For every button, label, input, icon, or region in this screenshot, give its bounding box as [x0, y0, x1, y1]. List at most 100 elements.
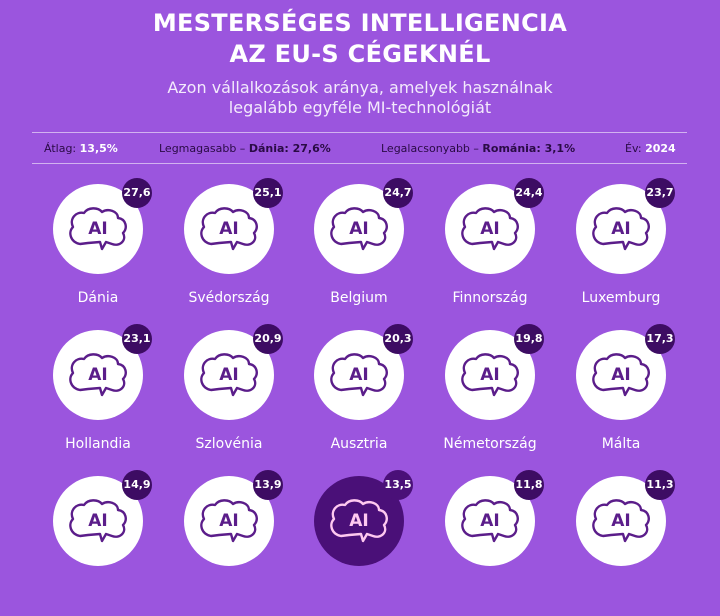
- value-badge: 24,7: [383, 178, 413, 208]
- value-badge: 11,3: [645, 470, 675, 500]
- subtitle-line-1: Azon vállalkozások aránya, amelyek haszn…: [167, 78, 553, 97]
- stat-lowest-value: Románia: 3,1%: [482, 142, 576, 155]
- country-name: Svédország: [188, 290, 270, 306]
- country-name: Szlovénia: [195, 436, 263, 452]
- country-card: AI 13,9: [164, 470, 294, 616]
- ai-icon-text: AI: [480, 219, 499, 239]
- brain-ai-icon: AI: [330, 499, 388, 543]
- value-badge: 25,1: [253, 178, 283, 208]
- brain-outline: [592, 353, 650, 397]
- brain-outline: [461, 353, 519, 397]
- country-name: Hollandia: [65, 436, 131, 452]
- brain-outline: [592, 499, 650, 543]
- brain-outline: [200, 207, 258, 251]
- brain-ai-icon: AI: [200, 499, 258, 543]
- country-name: Luxemburg: [581, 290, 661, 306]
- brain-ai-icon: AI: [330, 207, 388, 251]
- brain-outline: [200, 499, 258, 543]
- country-card: AI 14,9: [33, 470, 163, 616]
- page-title: MESTERSÉGES INTELLIGENCIA AZ EU-S CÉGEKN…: [0, 8, 720, 70]
- brain-ai-icon: AI: [592, 353, 650, 397]
- brain-ai-icon: AI: [592, 207, 650, 251]
- ai-icon-text: AI: [88, 365, 107, 385]
- brain-outline: [461, 207, 519, 251]
- stat-lowest: Legalacsonyabb – Románia: 3,1%: [381, 142, 575, 155]
- country-card: AI 23,7 Luxemburg: [556, 178, 686, 324]
- stat-lowest-label: Legalacsonyabb –: [381, 142, 479, 155]
- country-card: AI 27,6 Dánia: [33, 178, 163, 324]
- subtitle-line-2: legalább egyféle MI-technológiát: [228, 98, 492, 117]
- country-name: Németország: [443, 436, 537, 452]
- brain-ai-icon: AI: [461, 207, 519, 251]
- title-line-1: MESTERSÉGES INTELLIGENCIA: [152, 9, 568, 37]
- stat-average: Átlag: 13,5%: [44, 142, 118, 155]
- country-card: AI 20,9 Szlovénia: [164, 324, 294, 470]
- value-badge: 27,6: [122, 178, 152, 208]
- country-name: Belgium: [330, 290, 388, 306]
- brain-outline: [200, 353, 258, 397]
- country-name: Finnország: [452, 290, 528, 306]
- brain-outline: [592, 207, 650, 251]
- ai-icon-text: AI: [219, 365, 238, 385]
- country-card: AI 17,3 Málta: [556, 324, 686, 470]
- country-name: Ausztria: [330, 436, 388, 452]
- ai-icon-text: AI: [480, 365, 499, 385]
- stats-bar: Átlag: 13,5% Legmagasabb – Dánia: 27,6% …: [32, 132, 687, 164]
- country-card: AI 11,3: [556, 470, 686, 616]
- ai-icon-text: AI: [611, 219, 630, 239]
- country-name: Dánia: [77, 290, 119, 306]
- country-circle: AI: [445, 184, 535, 274]
- ai-icon-text: AI: [611, 511, 630, 531]
- brain-ai-icon: AI: [592, 499, 650, 543]
- brain-ai-icon: AI: [69, 499, 127, 543]
- country-card: AI 20,3 Ausztria: [294, 324, 424, 470]
- ai-icon-text: AI: [349, 219, 368, 239]
- brain-ai-icon: AI: [69, 207, 127, 251]
- ai-icon-text: AI: [349, 365, 368, 385]
- brain-outline: [461, 499, 519, 543]
- stat-highest: Legmagasabb – Dánia: 27,6%: [159, 142, 331, 155]
- stat-average-value: 13,5%: [79, 142, 118, 155]
- stat-highest-label: Legmagasabb –: [159, 142, 246, 155]
- page-subtitle: Azon vállalkozások aránya, amelyek haszn…: [0, 78, 720, 118]
- brain-outline: [330, 353, 388, 397]
- stat-year-label: Év:: [625, 142, 642, 155]
- country-card: AI 19,8 Németország: [425, 324, 555, 470]
- value-badge: 23,1: [122, 324, 152, 354]
- value-badge: 13,9: [253, 470, 283, 500]
- value-badge: 23,7: [645, 178, 675, 208]
- brain-ai-icon: AI: [461, 353, 519, 397]
- brain-outline: [69, 207, 127, 251]
- ai-icon-text: AI: [611, 365, 630, 385]
- country-card: AI 24,7 Belgium: [294, 178, 424, 324]
- brain-outline: [330, 207, 388, 251]
- country-card: AI 13,5: [294, 470, 424, 616]
- title-line-2: AZ EU-S CÉGEKNÉL: [229, 40, 491, 68]
- country-card: AI 24,4 Finnország: [425, 178, 555, 324]
- value-badge: 17,3: [645, 324, 675, 354]
- stat-average-label: Átlag:: [44, 142, 77, 155]
- brain-outline: [330, 499, 388, 543]
- stat-year-value: 2024: [645, 142, 676, 155]
- value-badge: 20,9: [253, 324, 283, 354]
- country-grid: AI 27,6 Dánia AI 25,1 Svédország AI 24,7 Belgium…: [33, 178, 686, 566]
- value-badge: 11,8: [514, 470, 544, 500]
- value-badge: 24,4: [514, 178, 544, 208]
- ai-icon-text: AI: [480, 511, 499, 531]
- ai-icon-text: AI: [219, 511, 238, 531]
- stat-year: Év: 2024: [625, 142, 676, 155]
- value-badge: 20,3: [383, 324, 413, 354]
- ai-icon-text: AI: [219, 219, 238, 239]
- brain-ai-icon: AI: [69, 353, 127, 397]
- ai-icon-text: AI: [88, 219, 107, 239]
- brain-ai-icon: AI: [461, 499, 519, 543]
- value-badge: 19,8: [514, 324, 544, 354]
- country-card: AI 11,8: [425, 470, 555, 616]
- value-badge: 14,9: [122, 470, 152, 500]
- stat-highest-value: Dánia: 27,6%: [248, 142, 331, 155]
- value-badge: 13,5: [383, 470, 413, 500]
- brain-ai-icon: AI: [200, 353, 258, 397]
- country-card: AI 25,1 Svédország: [164, 178, 294, 324]
- ai-icon-text: AI: [88, 511, 107, 531]
- country-name: Málta: [601, 436, 641, 452]
